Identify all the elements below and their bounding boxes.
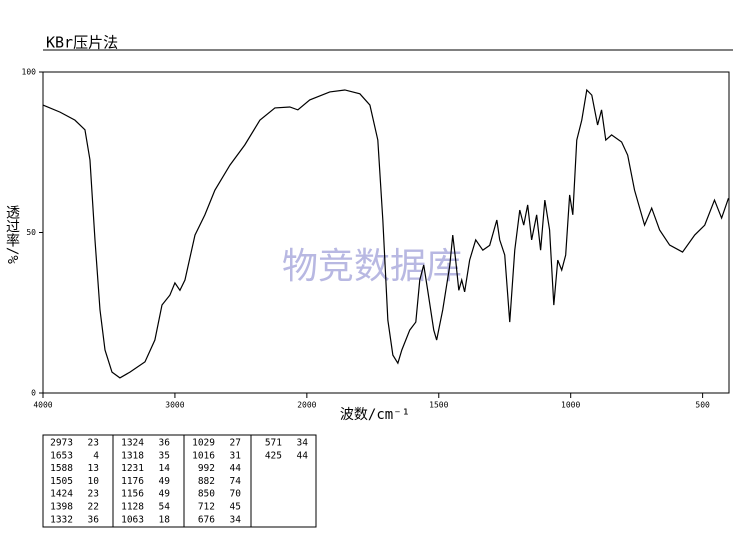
watermark: 物竞数据库	[282, 246, 462, 287]
peak-intensity: 54	[159, 502, 171, 513]
x-axis-label: 波数/cm⁻¹	[340, 407, 410, 423]
chart-title: KBr压片法	[46, 34, 118, 52]
peak-intensity: 44	[230, 463, 242, 474]
peak-wavenumber: 1156	[121, 489, 144, 500]
peak-intensity: 34	[297, 438, 309, 449]
peak-wavenumber: 1318	[121, 450, 144, 461]
y-axis-label: 透过率/%	[4, 205, 20, 264]
peak-wavenumber: 1029	[192, 438, 215, 449]
peak-wavenumber: 712	[198, 502, 215, 513]
peak-intensity: 23	[88, 489, 99, 500]
peak-wavenumber: 1588	[50, 463, 73, 474]
peak-intensity: 14	[159, 463, 171, 474]
x-tick-label: 1000	[561, 401, 580, 410]
x-tick-label: 4000	[33, 401, 52, 410]
peak-intensity: 70	[230, 489, 242, 500]
peak-wavenumber: 1505	[50, 476, 73, 487]
peak-intensity: 18	[159, 514, 171, 525]
peak-wavenumber: 1332	[50, 514, 73, 525]
x-tick-label: 1500	[429, 401, 448, 410]
peak-wavenumber: 1424	[50, 489, 73, 500]
peak-intensity: 74	[230, 476, 242, 487]
peak-intensity: 35	[159, 450, 170, 461]
peak-intensity: 44	[297, 450, 309, 461]
peak-intensity: 10	[88, 476, 100, 487]
peak-wavenumber: 1176	[121, 476, 144, 487]
y-tick-label: 100	[22, 68, 37, 77]
x-tick-label: 500	[695, 401, 710, 410]
peak-intensity: 34	[230, 514, 242, 525]
peak-intensity: 31	[230, 450, 242, 461]
peak-wavenumber: 1653	[50, 450, 73, 461]
peak-wavenumber: 676	[198, 514, 215, 525]
peak-table-frame	[42, 434, 317, 528]
peak-intensity: 49	[159, 476, 171, 487]
peak-wavenumber: 1063	[121, 514, 144, 525]
peak-wavenumber: 992	[198, 463, 215, 474]
y-tick-label: 50	[26, 228, 36, 237]
peak-wavenumber: 1398	[50, 502, 73, 513]
peak-intensity: 4	[93, 450, 99, 461]
y-tick-label: 0	[31, 389, 36, 398]
peak-intensity: 27	[230, 438, 241, 449]
peak-intensity: 23	[88, 438, 99, 449]
peak-wavenumber: 850	[198, 489, 215, 500]
peak-intensity: 49	[159, 489, 171, 500]
x-tick-label: 3000	[165, 401, 184, 410]
peak-intensity: 36	[159, 438, 171, 449]
peak-wavenumber: 1016	[192, 450, 215, 461]
peak-intensity: 22	[88, 502, 99, 513]
spectrum-line	[42, 88, 730, 379]
peak-wavenumber: 2973	[50, 438, 73, 449]
peak-wavenumber: 1128	[121, 502, 144, 513]
peak-wavenumber: 571	[265, 438, 282, 449]
plot-frame	[42, 71, 730, 394]
x-tick-label: 2000	[297, 401, 316, 410]
peak-wavenumber: 1324	[121, 438, 144, 449]
peak-wavenumber: 425	[265, 450, 282, 461]
peak-intensity: 13	[88, 463, 99, 474]
peak-intensity: 36	[88, 514, 100, 525]
peak-intensity: 45	[230, 502, 241, 513]
peak-wavenumber: 882	[198, 476, 215, 487]
peak-wavenumber: 1231	[121, 463, 144, 474]
